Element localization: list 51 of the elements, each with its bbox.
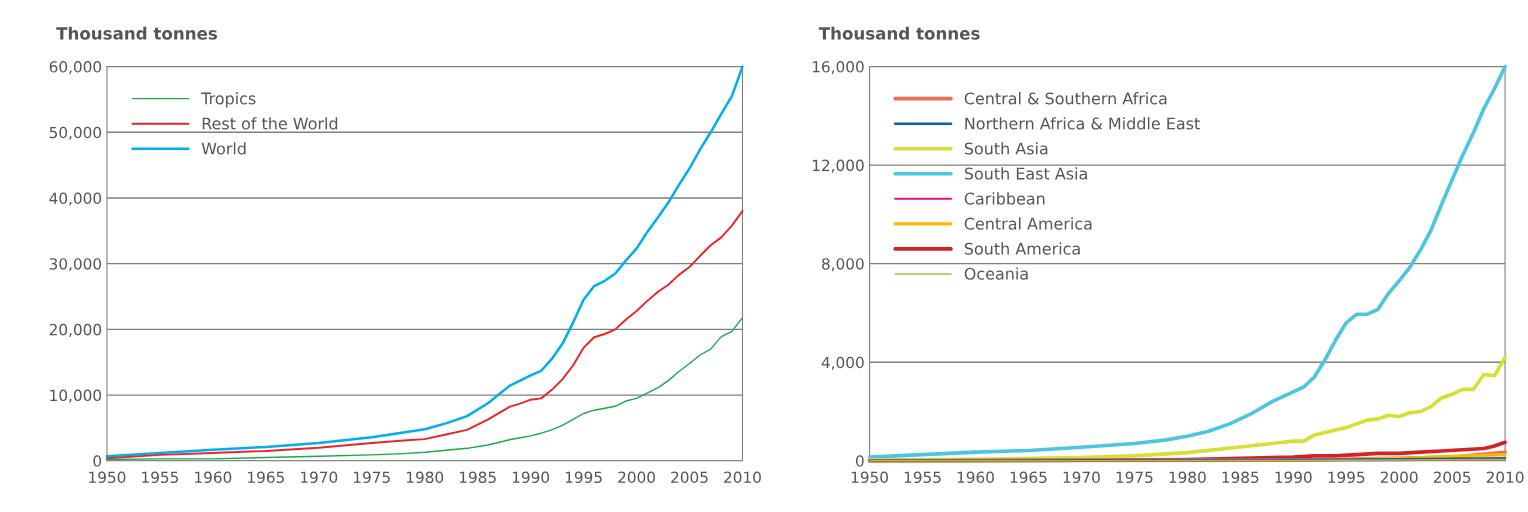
x-tick-label: 1985 [459, 471, 496, 484]
y-tick-label: 40,000 [49, 192, 102, 206]
y-tick-label: 4,000 [821, 356, 864, 370]
y-axis-title: Thousand tonnes [56, 26, 218, 40]
x-tick-label: 1980 [406, 471, 444, 484]
legend-label: Caribbean [964, 192, 1045, 205]
x-tick-label: 1950 [89, 471, 126, 484]
x-tick-label: 1980 [1169, 471, 1206, 484]
y-axis-title: Thousand tonnes [818, 26, 980, 40]
x-tick-label: 2005 [1433, 471, 1471, 484]
x-tick-label: 1960 [195, 471, 232, 484]
x-tick-label: 1995 [1328, 471, 1365, 484]
x-tick-label: 1965 [248, 471, 284, 484]
x-tick-label: 1990 [1275, 471, 1312, 484]
y-tick-label: 50,000 [49, 126, 102, 140]
x-tick-label: 1970 [1063, 471, 1100, 484]
y-tick-label: 30,000 [49, 258, 102, 272]
x-tick-label: 2000 [1380, 471, 1418, 484]
x-tick-label: 1975 [1116, 471, 1153, 484]
y-tick-label: 0 [856, 455, 864, 467]
legend-label: Rest of the World [202, 117, 338, 130]
legend-label: South America [964, 242, 1080, 255]
x-tick-label: 2010 [724, 471, 761, 484]
x-tick-label: 1960 [957, 471, 994, 484]
x-tick-label: 1950 [851, 471, 888, 484]
x-tick-label: 1975 [353, 471, 390, 484]
x-tick-label: 1965 [1010, 471, 1047, 484]
legend-label: World [201, 142, 246, 155]
legend-label: South East Asia [964, 167, 1087, 180]
y-tick-label: 16,000 [812, 61, 864, 75]
x-tick-label: 2000 [618, 471, 655, 484]
legend-label: South Asia [964, 142, 1048, 155]
y-tick-label: 60,000 [49, 61, 102, 75]
legend-label: Northern Africa & Middle East [965, 117, 1200, 130]
x-tick-label: 1990 [512, 471, 550, 484]
y-tick-label: 0 [93, 455, 102, 467]
x-tick-label: 1955 [142, 471, 179, 484]
x-tick-label: 1985 [1222, 471, 1259, 484]
legend-label: Oceania [964, 267, 1028, 280]
x-tick-label: 1955 [904, 471, 941, 484]
y-tick-label: 10,000 [50, 389, 102, 403]
y-tick-label: 8,000 [822, 258, 864, 272]
x-tick-label: 2010 [1486, 471, 1524, 484]
y-tick-label: 12,000 [812, 159, 864, 173]
x-tick-label: 1995 [565, 471, 602, 484]
legend-label: Tropics [201, 92, 256, 108]
legend-label: Central America [964, 217, 1092, 230]
legend-label: Central & Southern Africa [964, 92, 1167, 105]
x-tick-label: 1970 [301, 471, 338, 484]
y-tick-label: 20,000 [49, 323, 102, 337]
x-tick-label: 2005 [671, 471, 708, 484]
